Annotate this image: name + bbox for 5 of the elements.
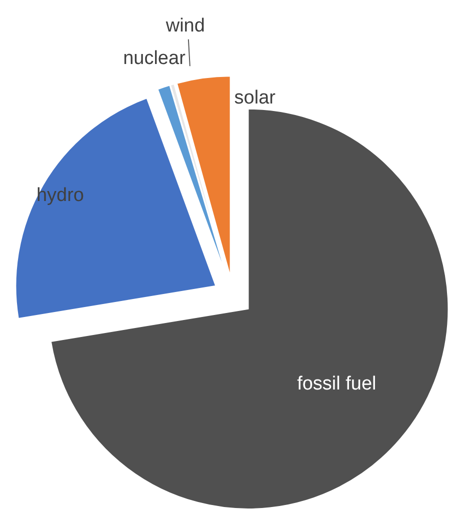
slice-label: nuclear [123, 48, 186, 70]
slice-label: solar [234, 87, 276, 108]
slice-label: wind [164, 15, 205, 36]
slice-label: hydro [36, 184, 84, 206]
slice-label: fossil fuel [297, 374, 376, 394]
